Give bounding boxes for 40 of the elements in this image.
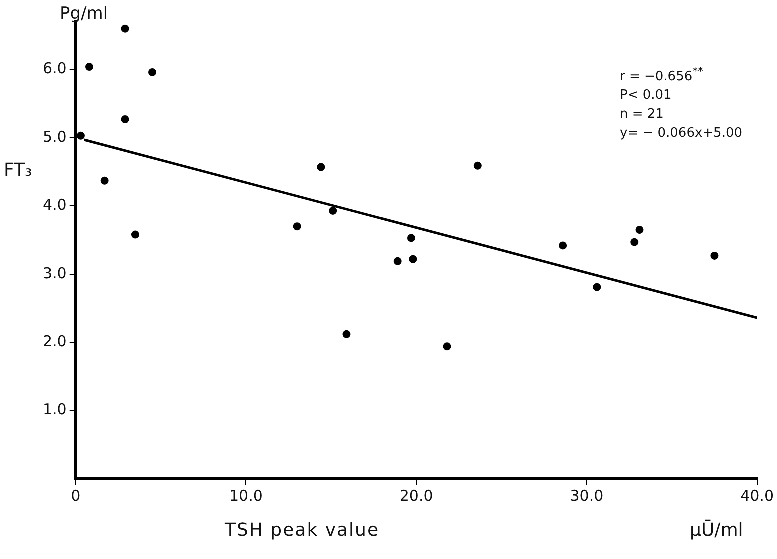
annotation: Pg/ml xyxy=(60,4,108,24)
point xyxy=(76,132,85,140)
x-axis-title: TSH peak value xyxy=(225,520,380,541)
point xyxy=(710,252,719,260)
annotation: P< 0.01 xyxy=(620,87,673,106)
point xyxy=(85,63,94,72)
y-tick-label: 3.0 xyxy=(42,264,67,282)
point xyxy=(293,222,302,231)
x-tick-label: 20.0 xyxy=(400,486,434,505)
point xyxy=(148,68,157,76)
point xyxy=(329,206,338,215)
point xyxy=(630,238,639,246)
point xyxy=(593,283,602,292)
y-axis-title: FT₃ xyxy=(4,160,32,181)
point xyxy=(394,257,402,266)
x-tick-label: 0 xyxy=(71,486,81,505)
annotation: n = 21 xyxy=(620,106,665,124)
y-tick-label: 5.0 xyxy=(42,128,67,146)
x-tick-label: 10.0 xyxy=(230,486,263,505)
point xyxy=(559,242,568,250)
y-tick-label: 4.0 xyxy=(42,196,67,214)
text: μŪ/ml xyxy=(690,520,744,541)
y-tick-label: 6.0 xyxy=(42,60,67,78)
y-tick-label: 1.0 xyxy=(42,400,67,419)
point xyxy=(474,162,482,170)
point xyxy=(317,163,326,172)
point xyxy=(407,234,416,242)
y-tick-label: 2.0 xyxy=(42,332,67,350)
point xyxy=(100,176,109,185)
x-tick-label: 30.0 xyxy=(570,486,604,505)
point xyxy=(121,24,130,33)
annotation: y= − 0.066x+5.00 xyxy=(620,125,742,144)
point xyxy=(342,330,351,338)
point xyxy=(636,226,644,234)
annotation: r = −0.656$^{**}$ xyxy=(620,64,704,86)
point xyxy=(443,342,452,351)
point xyxy=(121,116,130,124)
x-tick-label: 40.0 xyxy=(740,486,774,505)
point xyxy=(409,255,418,264)
point xyxy=(131,230,140,239)
